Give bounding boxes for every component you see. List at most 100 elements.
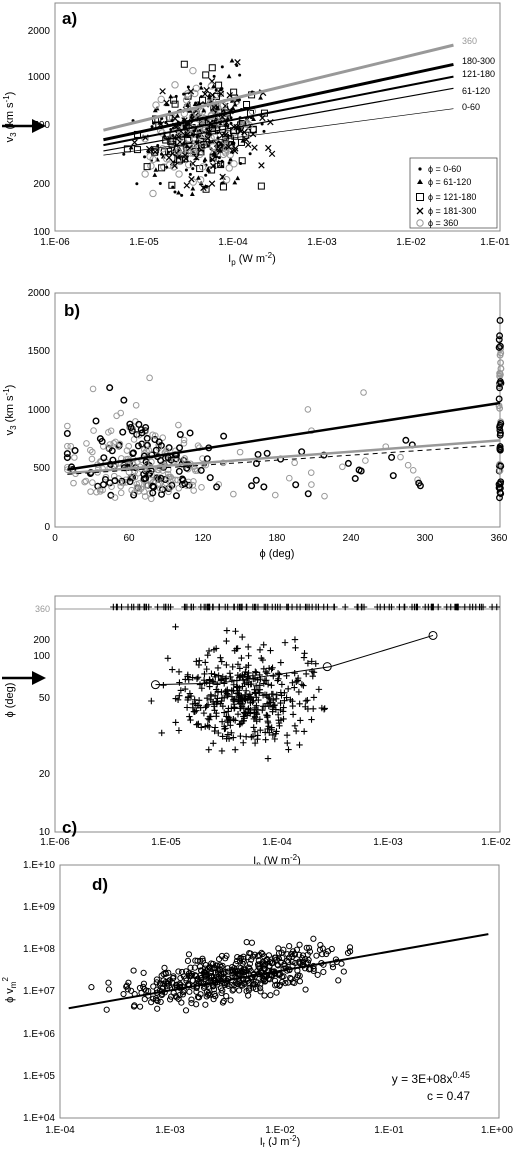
data-point [164, 655, 172, 662]
data-point [81, 478, 88, 486]
data-point [208, 64, 216, 72]
data-point [252, 978, 259, 985]
data-point [310, 967, 317, 975]
data-point [148, 999, 155, 1006]
data-point [234, 661, 242, 668]
data-point [214, 664, 222, 672]
data-point [164, 470, 172, 478]
data-point [312, 603, 320, 611]
data-point [182, 92, 186, 96]
data-point [236, 987, 243, 994]
data-point [106, 384, 114, 392]
data-point [248, 733, 255, 741]
data-point [310, 965, 317, 972]
data-point [221, 136, 229, 145]
data-point [131, 473, 139, 481]
data-point [201, 670, 208, 678]
data-point [344, 459, 352, 467]
data-point [169, 136, 177, 144]
data-point [281, 689, 288, 697]
panel-c-x-tick-label: 1.E-04 [262, 837, 292, 848]
data-point [162, 978, 170, 986]
data-point [264, 681, 272, 688]
data-point [286, 943, 293, 950]
data-point [196, 175, 201, 180]
data-point [253, 694, 260, 701]
data-point [238, 981, 245, 988]
data-point [296, 941, 303, 948]
data-point [192, 957, 199, 964]
panel-a-y-ticks: 100 200 500 1000 2000 [28, 26, 51, 238]
data-point [229, 149, 235, 154]
data-point [257, 182, 265, 190]
data-point [289, 948, 297, 955]
data-point [414, 603, 421, 611]
data-point [263, 670, 271, 677]
data-point [251, 116, 256, 121]
data-point [230, 160, 238, 168]
data-point [218, 86, 223, 92]
data-point [127, 424, 135, 432]
panel-c: 360 1.E-06 1.E-05 1.E-04 1.E-03 1.E-02 1… [2, 595, 511, 869]
data-point [271, 954, 278, 961]
data-point [212, 645, 220, 652]
data-point [285, 746, 292, 753]
data-point [253, 669, 260, 676]
panel-a-x-tick-label: 1.E-06 [40, 237, 70, 248]
data-point [183, 975, 190, 982]
data-point [201, 90, 209, 98]
data-point [71, 454, 78, 461]
data-point [83, 440, 90, 447]
data-point [175, 170, 183, 178]
data-point [220, 65, 224, 69]
data-point [342, 603, 349, 611]
data-point [263, 700, 271, 707]
data-point [148, 458, 155, 466]
data-point [496, 467, 504, 475]
data-point [206, 167, 212, 173]
panel-d-y-tick-label: 1.E+06 [23, 1029, 55, 1040]
data-point [248, 152, 252, 156]
data-point [225, 143, 232, 151]
data-point [149, 155, 157, 164]
data-point [291, 684, 298, 691]
data-point [251, 144, 258, 151]
data-point [263, 449, 271, 457]
fit-label-360: 360 [462, 36, 477, 46]
data-point [206, 603, 213, 611]
data-point [194, 467, 201, 474]
data-point [234, 684, 241, 691]
data-point [237, 732, 244, 740]
fit-label-61-120: 61-120 [462, 86, 490, 96]
data-point [146, 374, 153, 382]
data-point [271, 977, 279, 984]
fit-label-121-180: 121-180 [462, 69, 495, 79]
data-point [258, 95, 263, 100]
data-point [269, 664, 276, 671]
data-point [171, 100, 179, 108]
panel-b-y-tick-label: 1500 [28, 346, 51, 357]
data-point [321, 492, 328, 500]
data-point [314, 971, 321, 978]
data-point [93, 488, 100, 496]
data-point [243, 119, 251, 127]
data-point [275, 955, 282, 962]
data-point [355, 466, 363, 474]
data-point [360, 389, 367, 396]
data-point [149, 482, 157, 490]
data-point [184, 143, 190, 148]
data-point [289, 958, 296, 966]
data-point [231, 965, 238, 972]
panel-d-y-tick-label: 1.E+10 [23, 860, 55, 871]
data-point [296, 972, 303, 979]
data-point [210, 986, 218, 993]
data-point [175, 132, 183, 140]
data-point [253, 702, 260, 709]
data-point [169, 128, 173, 132]
panel-b-y-tick-label: 0 [44, 522, 50, 533]
data-point [89, 385, 97, 393]
data-point [302, 986, 309, 993]
data-point [193, 1001, 200, 1008]
data-point [319, 951, 326, 958]
data-point [156, 485, 164, 492]
